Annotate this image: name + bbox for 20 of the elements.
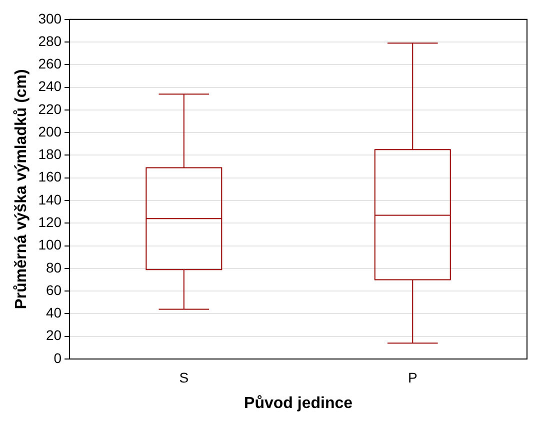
y-tick-label: 40 — [46, 304, 62, 321]
y-tick-label: 260 — [38, 56, 62, 72]
y-tick-label: 100 — [38, 236, 62, 253]
y-tick-label: 120 — [38, 214, 62, 230]
x-tick-label: P — [408, 369, 418, 386]
y-tick-label: 80 — [46, 259, 62, 276]
y-tick-label: 200 — [38, 123, 62, 140]
y-tick-label: 180 — [38, 146, 62, 162]
x-tick-label: S — [179, 369, 189, 386]
y-tick-label: 300 — [38, 10, 62, 26]
y-tick-label: 160 — [38, 168, 62, 185]
y-tick-label: 240 — [38, 78, 62, 94]
y-tick-label: 280 — [38, 32, 62, 49]
y-tick-label: 20 — [46, 327, 62, 344]
y-tick-label: 60 — [46, 282, 62, 298]
y-tick-label: 220 — [38, 100, 62, 117]
y-tick-label: 140 — [38, 191, 62, 208]
x-axis-title: Původ jedince — [244, 394, 353, 412]
y-tick-label: 0 — [54, 350, 62, 366]
y-axis-title: Průměrná výška výmladků (cm) — [13, 69, 30, 310]
